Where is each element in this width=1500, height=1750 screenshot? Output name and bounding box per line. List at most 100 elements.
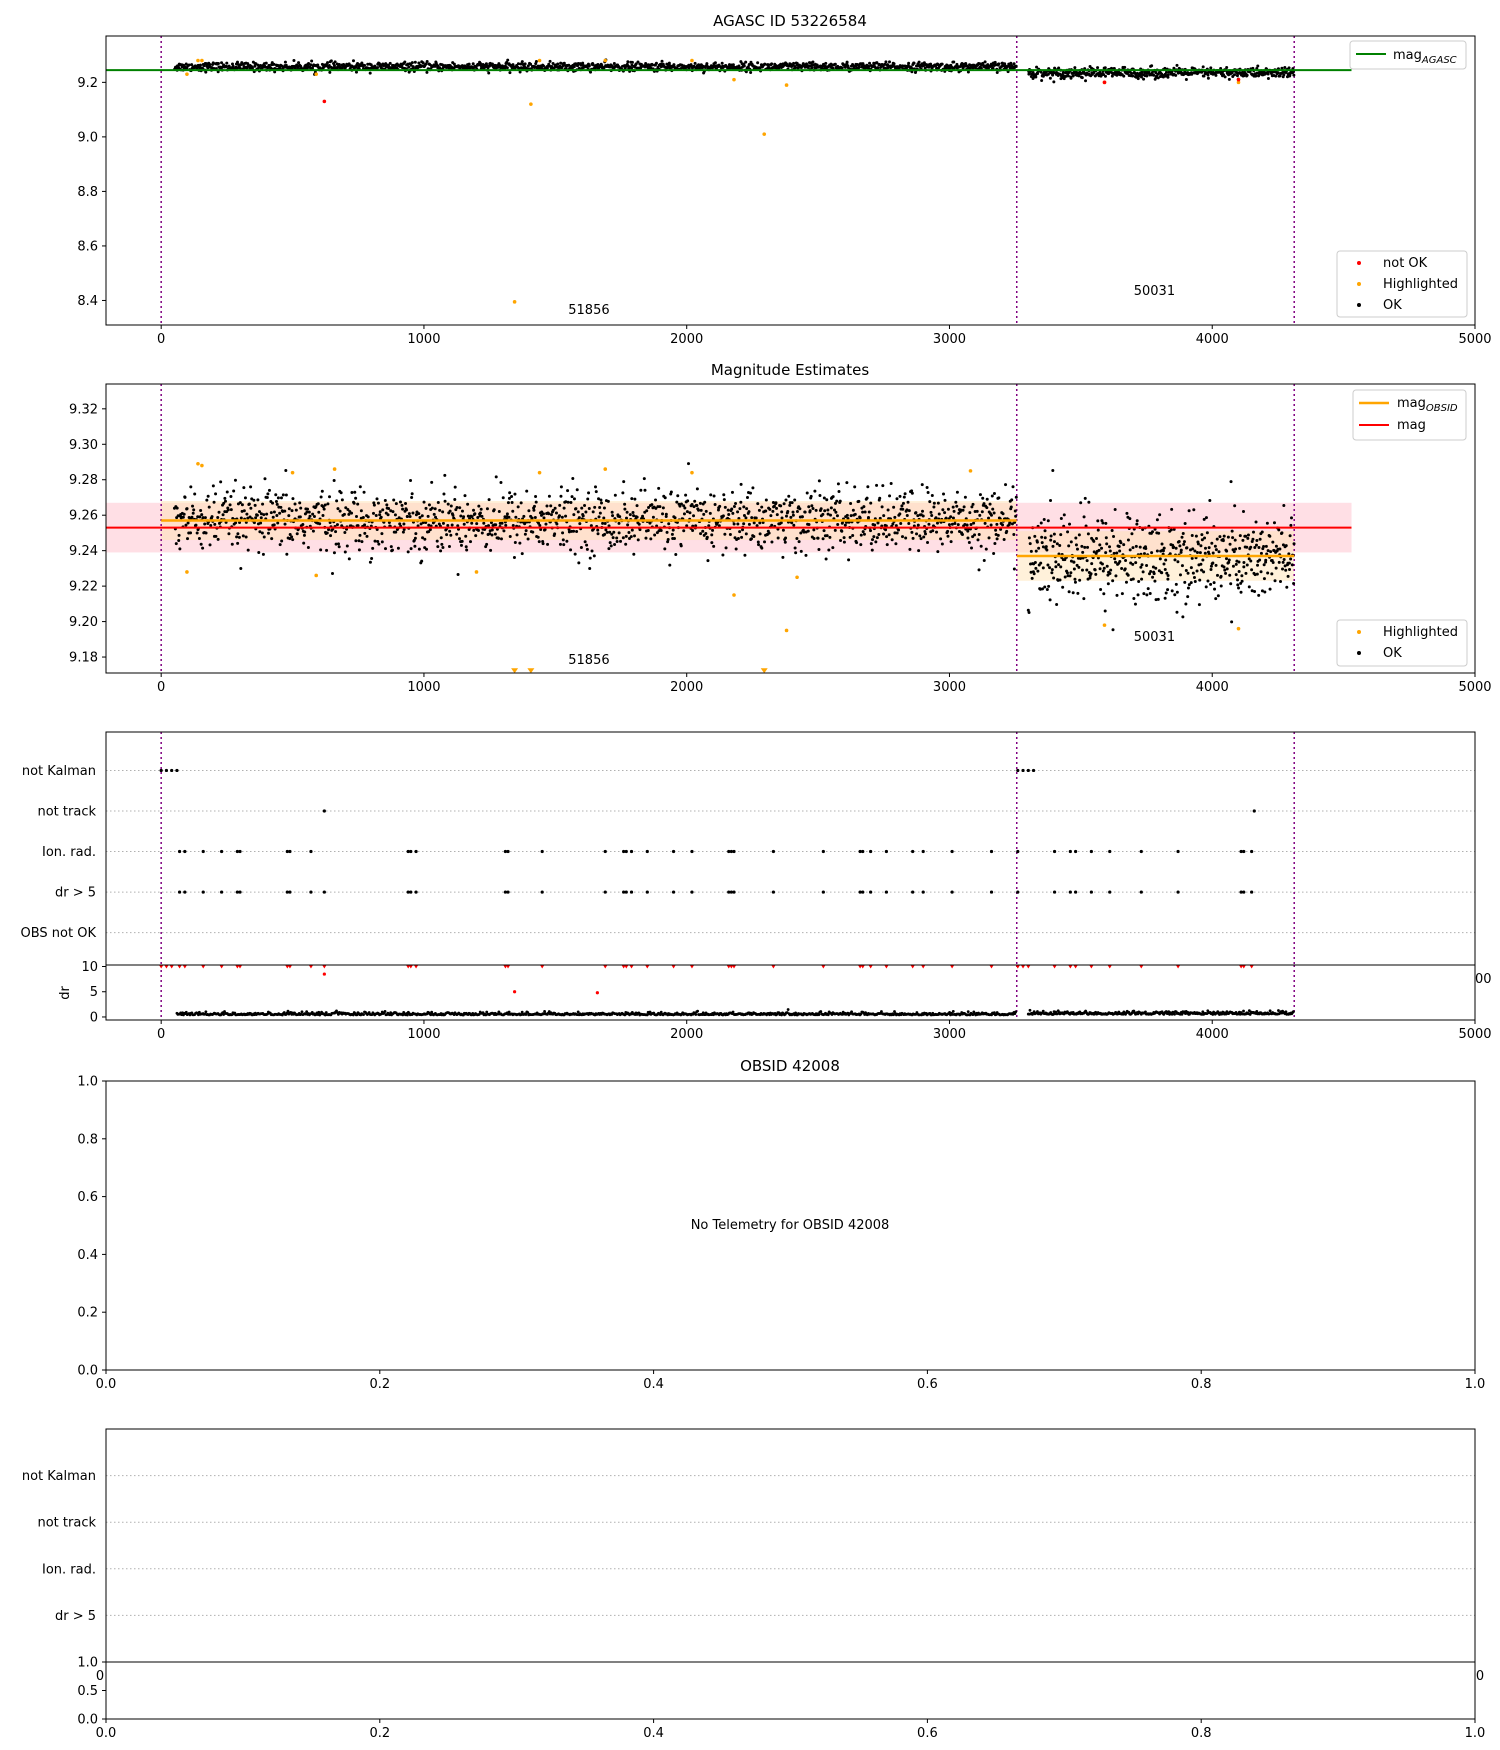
flag-point [201, 890, 205, 894]
ok-point [1224, 557, 1228, 561]
ok-point [588, 556, 592, 560]
ok-point [271, 515, 275, 519]
ok-point [928, 500, 932, 504]
ok-point [862, 532, 866, 536]
ok-point [530, 516, 534, 520]
dr-point [786, 1008, 790, 1011]
ok-point [956, 523, 960, 527]
highlighted-point [185, 570, 189, 574]
ok-point [290, 509, 294, 513]
ok-point [613, 493, 617, 497]
ok-point [309, 63, 313, 67]
ok-point [979, 544, 983, 548]
ok-point [797, 540, 801, 544]
ok-point [402, 527, 406, 531]
ok-point [430, 480, 434, 484]
ok-point [1189, 566, 1193, 570]
legend-label-ok: OK [1383, 646, 1402, 661]
ok-point [248, 515, 252, 519]
ok-point [1213, 544, 1217, 548]
ok-point [1136, 77, 1140, 81]
ok-point [946, 507, 950, 511]
ok-point [979, 66, 983, 70]
ok-point [581, 514, 585, 518]
ok-point [754, 516, 758, 520]
flag-point [1239, 890, 1243, 894]
ok-point [939, 537, 943, 541]
ok-point [775, 64, 779, 68]
ok-point [1164, 70, 1168, 74]
ok-point [393, 513, 397, 517]
ok-point [767, 531, 771, 535]
highlighted-point [537, 58, 542, 63]
ok-point [396, 546, 400, 550]
ok-point [666, 537, 670, 541]
ok-point [358, 533, 362, 537]
ok-point [294, 508, 298, 512]
ok-point [869, 501, 873, 505]
dr-point [880, 1010, 883, 1013]
ok-point [420, 514, 424, 518]
flag-point [238, 890, 242, 894]
ok-point [1072, 560, 1076, 564]
ok-point [534, 495, 538, 499]
ok-point [418, 516, 422, 520]
ok-point [883, 62, 887, 66]
ok-point [217, 510, 221, 514]
ok-point [532, 504, 536, 508]
ok-point [599, 501, 603, 505]
panel3-category-label: dr > 5 [55, 886, 96, 901]
ok-point [905, 513, 909, 517]
ok-point [1048, 598, 1052, 602]
ok-point [598, 506, 602, 510]
ok-point [670, 532, 674, 536]
ok-point [1102, 592, 1106, 596]
ok-point [551, 508, 555, 512]
highlighted-point [314, 573, 319, 578]
ok-point [385, 503, 389, 507]
ok-point [932, 501, 936, 505]
ok-point [907, 521, 911, 525]
panel2-plot-area [106, 384, 1352, 674]
flag-point [540, 849, 544, 854]
ok-point [177, 538, 181, 542]
ok-point [1128, 517, 1132, 521]
ok-point [225, 61, 229, 65]
panel1-x-ticks: 0 1000 2000 3000 4000 5000 [157, 325, 1492, 347]
ok-point [1271, 540, 1275, 544]
ok-point [421, 536, 425, 540]
ok-point [580, 506, 584, 510]
ok-point [1012, 533, 1016, 537]
ok-point [376, 66, 380, 70]
ok-point [525, 489, 529, 493]
ok-point [360, 540, 364, 544]
ok-point [223, 499, 227, 503]
ok-point [356, 62, 360, 66]
ok-point [335, 499, 339, 503]
ok-point [542, 516, 546, 520]
ok-point [553, 506, 557, 510]
ok-point [633, 497, 637, 501]
ok-point [788, 503, 792, 507]
ok-point [559, 485, 563, 489]
ok-point [175, 506, 179, 510]
highlighted-clipped-marker [527, 668, 535, 674]
ok-point [708, 511, 712, 515]
ok-point [275, 502, 279, 506]
flag-point [989, 890, 994, 894]
ok-point [1227, 560, 1231, 564]
ok-point [1227, 77, 1231, 81]
ok-point [587, 506, 591, 510]
ok-point [275, 513, 279, 517]
ok-point [1043, 536, 1047, 540]
ok-point [247, 502, 251, 506]
ok-point [756, 540, 760, 544]
ok-point [900, 535, 904, 539]
ok-point [1219, 574, 1223, 578]
ok-point [578, 522, 582, 526]
legend-label-highlighted: Highlighted [1383, 625, 1458, 640]
ok-point [709, 493, 713, 497]
ok-point [442, 492, 446, 496]
ok-point [970, 505, 974, 509]
ok-point [965, 523, 969, 527]
